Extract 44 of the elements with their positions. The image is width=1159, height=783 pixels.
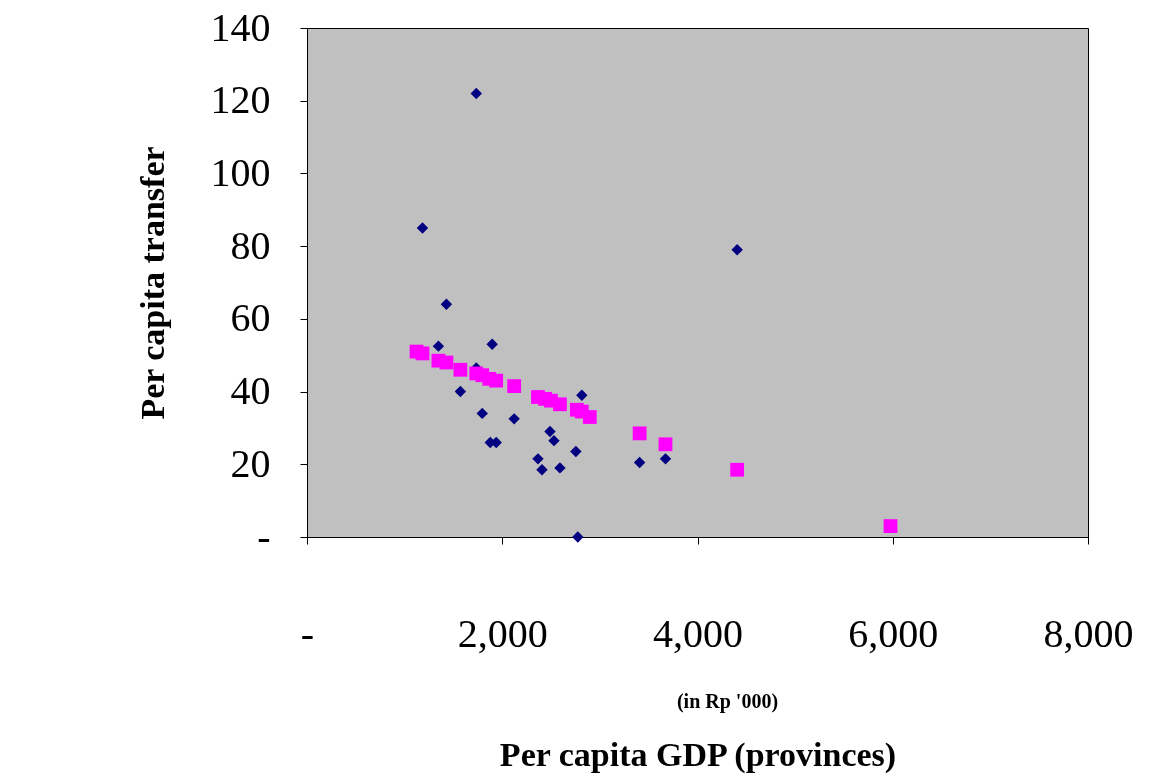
x-axis-title: Per capita GDP (provinces)	[499, 735, 897, 774]
point	[548, 434, 560, 447]
point	[476, 407, 488, 420]
point	[508, 413, 520, 425]
y-tick-label: 80	[230, 222, 271, 268]
y-tick-label: 20	[230, 440, 271, 486]
y-tick-label: -	[257, 513, 271, 559]
point	[544, 425, 556, 438]
point	[507, 379, 522, 394]
x-tick-label: 6,000	[848, 610, 939, 656]
point	[572, 531, 584, 543]
point	[632, 426, 647, 441]
point	[731, 244, 743, 256]
x-tick-label: 4,000	[653, 610, 743, 656]
point	[432, 340, 445, 352]
point	[883, 519, 898, 533]
point	[440, 298, 453, 311]
y-tick-label: 120	[210, 77, 271, 123]
y-tick-label: 100	[210, 149, 271, 195]
y-axis-title: Per capita transfer	[133, 146, 171, 420]
text: (in Rp '000)	[676, 690, 779, 713]
y-tick-label: 60	[230, 295, 271, 341]
point	[536, 464, 548, 476]
y-tick-label: 40	[230, 368, 271, 414]
point	[658, 437, 673, 452]
point	[633, 456, 646, 469]
point	[416, 222, 429, 234]
x-tick-label: -	[300, 610, 315, 656]
point	[486, 338, 498, 351]
point	[730, 462, 745, 477]
point	[532, 453, 544, 465]
point	[554, 462, 566, 474]
x-tick-label: 8,000	[1043, 610, 1134, 656]
point	[553, 397, 567, 412]
x-tick-label: 2,000	[457, 610, 548, 656]
point	[576, 389, 588, 401]
point	[582, 410, 597, 424]
point	[470, 87, 482, 100]
point	[659, 453, 672, 465]
point	[489, 373, 504, 388]
y-tick-label: 140	[210, 4, 271, 50]
point	[570, 445, 582, 458]
point	[454, 385, 467, 398]
point	[453, 362, 468, 377]
